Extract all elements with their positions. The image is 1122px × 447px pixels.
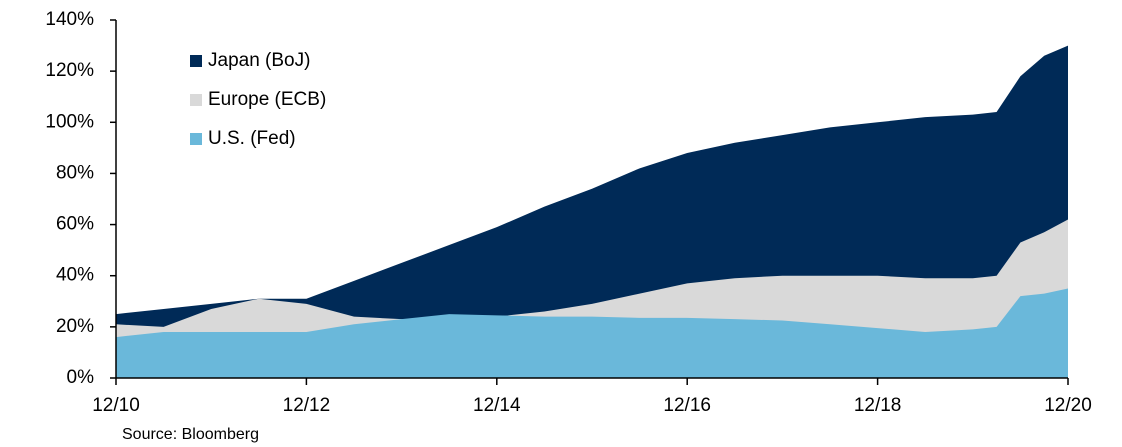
y-tick-label: 60% [56,214,94,235]
y-tick-label: 140% [45,9,94,30]
legend-label: U.S. (Fed) [208,128,296,149]
legend-label: Japan (BoJ) [208,50,310,71]
x-tick-label: 12/10 [92,395,140,416]
area [116,288,1068,378]
legend-label: Europe (ECB) [208,89,326,110]
legend-swatch [190,94,202,106]
y-tick-label: 0% [67,367,95,388]
y-tick-label: 40% [56,265,94,286]
x-tick-label: 12/18 [854,395,902,416]
legend-swatch [190,133,202,145]
y-tick-label: 120% [45,60,94,81]
x-tick-label: 12/20 [1044,395,1092,416]
x-tick-label: 12/14 [473,395,521,416]
y-tick-label: 100% [45,111,94,132]
legend-swatch [190,55,202,67]
x-tick-label: 12/12 [283,395,331,416]
y-tick-label: 80% [56,162,94,183]
x-tick-label: 12/16 [663,395,711,416]
y-tick-label: 20% [56,316,94,337]
source-note: Source: Bloomberg [122,426,259,443]
